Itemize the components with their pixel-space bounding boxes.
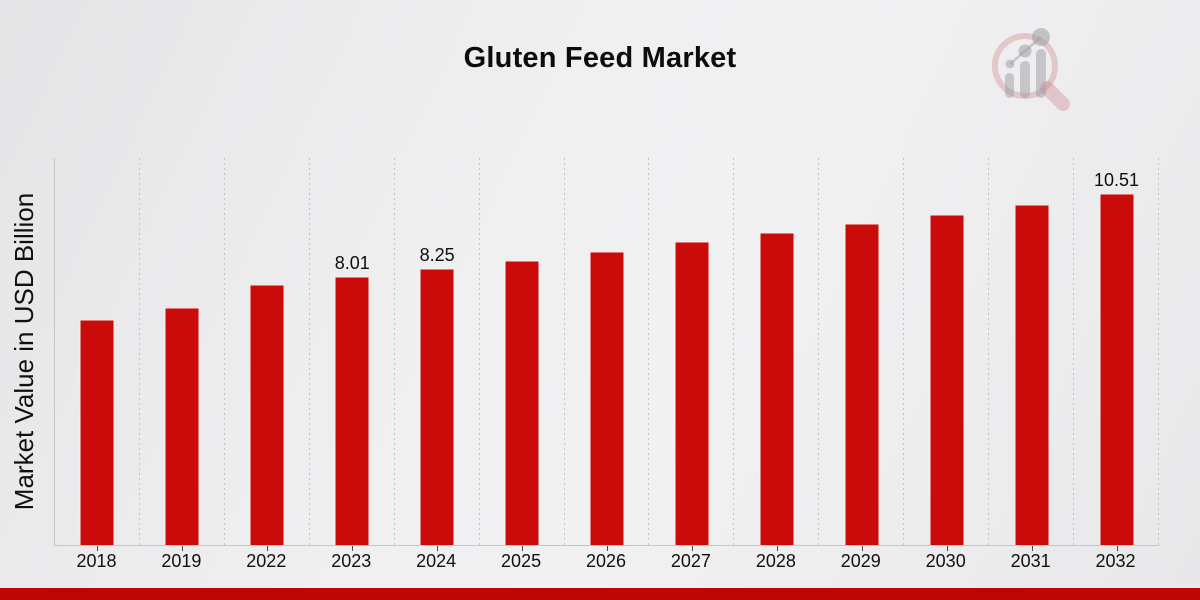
bar-slot bbox=[989, 158, 1075, 551]
x-tick-label: 2022 bbox=[246, 551, 287, 571]
bar bbox=[335, 277, 369, 545]
x-axis-tick bbox=[1116, 546, 1118, 551]
x-axis-tick bbox=[1031, 546, 1033, 551]
vertical-gridline bbox=[1073, 158, 1075, 545]
vertical-gridline bbox=[138, 158, 140, 545]
chart-title: Gluten Feed Market bbox=[463, 42, 737, 74]
x-tick-label: 2027 bbox=[670, 551, 711, 571]
vertical-gridline bbox=[308, 158, 310, 545]
bar bbox=[930, 214, 964, 545]
vertical-gridline bbox=[223, 158, 225, 545]
x-tick-label: 2028 bbox=[755, 551, 796, 571]
bar bbox=[760, 233, 794, 545]
bar-slot bbox=[819, 158, 905, 551]
y-axis-label: Market Value in USD Billion bbox=[9, 192, 40, 511]
bar-slot bbox=[55, 158, 140, 551]
bar bbox=[1100, 193, 1134, 545]
vertical-gridline bbox=[1157, 158, 1159, 545]
bar-slot bbox=[140, 158, 225, 551]
x-tick-label: 2018 bbox=[76, 551, 117, 571]
bar bbox=[505, 260, 539, 545]
bar-slot bbox=[904, 158, 990, 551]
vertical-gridline bbox=[733, 158, 735, 545]
vertical-gridline bbox=[478, 158, 480, 545]
x-axis-tick bbox=[691, 546, 693, 551]
x-tick-label: 2023 bbox=[331, 551, 372, 571]
vertical-gridline bbox=[988, 158, 990, 545]
x-tick-label: 2032 bbox=[1095, 551, 1136, 571]
bar bbox=[1015, 204, 1049, 545]
x-axis-tick bbox=[861, 546, 863, 551]
magnifier-chart-logo bbox=[992, 28, 1070, 111]
bar-slot bbox=[565, 158, 650, 551]
plot-area: 8.01 8.25 10.51 bbox=[54, 158, 1159, 551]
bar bbox=[675, 242, 709, 545]
bar-slot: 10.51 bbox=[1074, 158, 1159, 551]
x-axis-tick bbox=[522, 546, 524, 551]
bar-slot: 8.25 bbox=[395, 158, 480, 551]
bar-value-label: 8.25 bbox=[419, 245, 455, 265]
x-tick-label: 2025 bbox=[501, 551, 542, 571]
x-tick-label: 2024 bbox=[416, 551, 457, 571]
vertical-gridline bbox=[903, 158, 905, 545]
bar bbox=[250, 285, 284, 545]
bar-slot bbox=[225, 158, 310, 551]
y-axis-label-container: Market Value in USD Billion bbox=[0, 158, 50, 545]
x-axis-tick bbox=[437, 546, 439, 551]
bar-slot bbox=[480, 158, 565, 551]
bar-slot bbox=[649, 158, 735, 551]
bar-slot bbox=[734, 158, 820, 551]
x-axis-tick bbox=[97, 546, 99, 551]
x-axis-tick bbox=[946, 546, 948, 551]
x-axis-tick bbox=[776, 546, 778, 551]
x-axis-labels: 2018 2019 2022 2023 2024 2025 2026 2027 2028 2029… bbox=[54, 551, 1158, 572]
x-tick-label: 2026 bbox=[585, 551, 627, 571]
footer-banner bbox=[0, 588, 1200, 600]
bar bbox=[80, 320, 114, 545]
x-tick-label: 2029 bbox=[840, 551, 881, 571]
x-axis-tick bbox=[606, 546, 608, 551]
vertical-gridline bbox=[818, 158, 820, 545]
bar-slot: 8.01 bbox=[310, 158, 395, 551]
x-axis-tick bbox=[267, 546, 269, 551]
vertical-gridline bbox=[393, 158, 395, 545]
bar-value-label: 10.51 bbox=[1093, 169, 1140, 190]
x-tick-label: 2031 bbox=[1010, 551, 1051, 571]
bar bbox=[845, 224, 879, 545]
vertical-gridline bbox=[648, 158, 650, 545]
bar bbox=[165, 308, 199, 545]
vertical-gridline bbox=[563, 158, 565, 545]
x-axis-tick bbox=[182, 546, 184, 551]
x-axis-tick bbox=[352, 546, 354, 551]
x-tick-label: 2019 bbox=[161, 551, 202, 571]
bar bbox=[420, 269, 454, 545]
bar-value-label: 8.01 bbox=[334, 253, 370, 273]
x-tick-label: 2030 bbox=[925, 551, 966, 571]
bar bbox=[590, 252, 624, 545]
